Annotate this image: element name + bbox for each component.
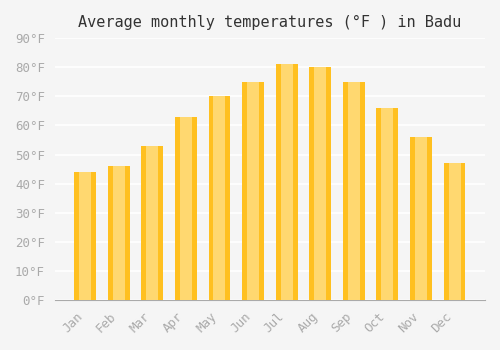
Bar <box>180 117 192 300</box>
Bar <box>444 163 466 300</box>
Bar <box>108 166 130 300</box>
Bar <box>175 117 197 300</box>
Bar <box>142 146 164 300</box>
Bar <box>208 96 231 300</box>
Bar <box>74 172 96 300</box>
Bar <box>415 137 427 300</box>
Bar <box>214 96 226 300</box>
Bar <box>410 137 432 300</box>
Bar <box>448 163 460 300</box>
Bar <box>376 108 398 300</box>
Bar <box>343 82 364 300</box>
Bar <box>242 82 264 300</box>
Bar <box>74 172 96 300</box>
Bar <box>376 108 398 300</box>
Bar <box>310 67 331 300</box>
Bar <box>310 67 331 300</box>
Bar <box>314 67 326 300</box>
Bar <box>276 64 297 300</box>
Bar <box>444 163 466 300</box>
Bar <box>146 146 158 300</box>
Bar <box>280 64 292 300</box>
Bar <box>108 166 130 300</box>
Title: Average monthly temperatures (°F ) in Badu: Average monthly temperatures (°F ) in Ba… <box>78 15 462 30</box>
Bar <box>142 146 164 300</box>
Bar <box>410 137 432 300</box>
Bar <box>113 166 125 300</box>
Bar <box>247 82 259 300</box>
Bar <box>79 172 91 300</box>
Bar <box>382 108 394 300</box>
Bar <box>348 82 360 300</box>
Bar <box>175 117 197 300</box>
Bar <box>242 82 264 300</box>
Bar <box>276 64 297 300</box>
Bar <box>208 96 231 300</box>
Bar <box>343 82 364 300</box>
